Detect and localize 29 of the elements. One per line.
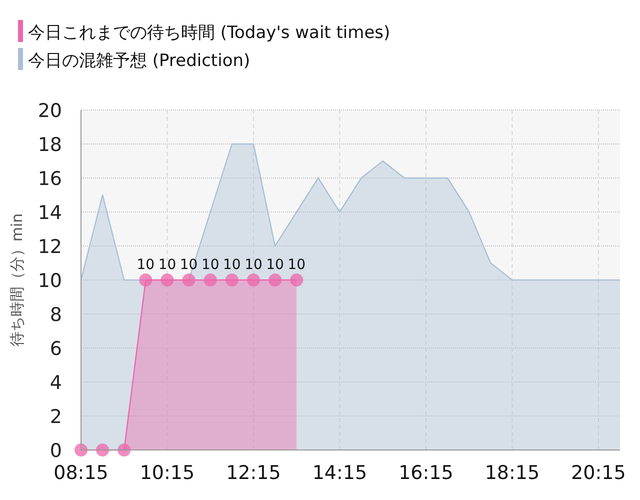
y-tick-label: 16 (38, 168, 62, 190)
data-label: 10 (201, 257, 220, 273)
x-tick-label: 12:15 (226, 462, 281, 484)
x-tick-label: 18:15 (484, 462, 540, 484)
data-label: 10 (266, 257, 284, 273)
data-label: 10 (180, 257, 198, 273)
data-label: 10 (244, 257, 262, 273)
y-tick-label: 2 (50, 406, 62, 428)
y-tick-label: 6 (50, 338, 62, 360)
y-axis-title: 待ち時間（分）min (8, 213, 26, 347)
y-tick-label: 14 (38, 202, 62, 224)
legend-label: 今日の混雑予想 (Prediction) (28, 51, 250, 71)
data-label: 10 (158, 257, 176, 273)
y-tick-label: 10 (38, 270, 62, 292)
x-tick-label: 10:15 (140, 462, 195, 484)
y-tick-label: 8 (50, 304, 62, 326)
y-tick-label: 4 (50, 372, 62, 394)
y-tick-label: 18 (38, 134, 62, 156)
x-tick-label: 08:15 (54, 462, 108, 484)
data-label: 10 (223, 257, 241, 273)
y-tick-label: 0 (50, 440, 62, 462)
x-tick-label: 16:15 (398, 462, 454, 484)
y-tick-label: 12 (38, 236, 62, 258)
data-label: 10 (288, 257, 306, 273)
data-label: 10 (136, 257, 155, 273)
x-tick-label: 20:15 (571, 462, 626, 484)
x-tick-label: 14:15 (312, 462, 368, 484)
y-tick-label: 20 (38, 100, 62, 122)
legend-label: 今日これまでの待ち時間 (Today's wait times) (28, 23, 390, 43)
